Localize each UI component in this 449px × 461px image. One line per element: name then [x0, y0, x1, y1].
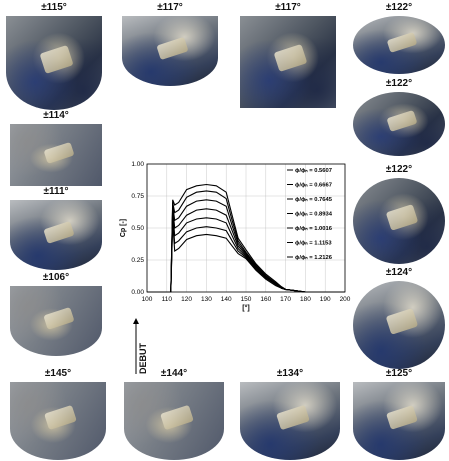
legend-entry: ϕ/ϕₙ = 0.5607	[295, 168, 332, 174]
tile-photo	[10, 286, 102, 356]
tile-angle-label: ±117°	[157, 2, 183, 13]
photo-tile: ±117°	[122, 2, 218, 86]
tile-photo	[353, 178, 445, 264]
tile-photo	[122, 16, 218, 86]
legend-entry: ϕ/ϕₙ = 0.8934	[295, 212, 333, 218]
tile-angle-label: ±122°	[385, 2, 413, 13]
tile-angle-label: ±114°	[43, 110, 69, 121]
x-tick-label: 150	[241, 296, 252, 303]
tile-angle-label: ±106°	[42, 272, 70, 283]
tile-angle-label: ±122°	[385, 78, 413, 89]
y-tick-label: 0.25	[131, 257, 144, 264]
chart-legend: ϕ/ϕₙ = 0.5607 ϕ/ϕₙ = 0.6667 ϕ/ϕₙ = 0.7645 ϕ…	[287, 168, 333, 261]
tile-photo	[10, 200, 102, 270]
x-tick-label: 100	[142, 296, 153, 303]
photo-tile: ±134°	[240, 368, 340, 460]
chart-series	[147, 183, 345, 293]
photo-tile: ±114°	[10, 110, 102, 186]
legend-entry: ϕ/ϕₙ = 0.7645	[295, 197, 333, 203]
tile-angle-label: ±124°	[385, 267, 413, 278]
photo-tile: ±122°	[353, 78, 445, 156]
x-tick-label: 180	[300, 296, 311, 303]
photo-tile: ±111°	[10, 186, 102, 270]
debut-arrow-icon	[133, 318, 139, 374]
tile-angle-label: ±144°	[160, 368, 188, 379]
plot-frame	[146, 163, 346, 293]
tile-photo	[240, 382, 340, 460]
series-line	[147, 222, 345, 293]
tile-photo	[10, 382, 106, 460]
tile-angle-label: ±111°	[43, 186, 69, 197]
tile-angle-label: ±145°	[44, 368, 72, 379]
legend-entry: ϕ/ϕₙ = 0.6667	[295, 183, 332, 189]
x-tick-label: 140	[221, 296, 232, 303]
tile-photo	[353, 92, 445, 156]
y-tick-label: 0.50	[131, 225, 144, 232]
x-axis-label: [°]	[242, 304, 249, 312]
x-tick-label: 130	[201, 296, 212, 303]
photo-tile: ±106°	[10, 272, 102, 356]
legend-entry: ϕ/ϕₙ = 1.1153	[295, 241, 332, 247]
x-tick-label: 120	[181, 296, 192, 303]
tile-photo	[10, 124, 102, 186]
tile-angle-label: ±134°	[276, 368, 304, 379]
x-tick-label: 200	[340, 296, 351, 303]
tile-angle-label: ±122°	[385, 164, 413, 175]
tile-photo	[353, 281, 445, 369]
tile-angle-label: ±117°	[275, 2, 301, 13]
legend-entry: ϕ/ϕₙ = 1.2126	[295, 255, 333, 261]
y-axis-label: Cp [-]	[120, 219, 127, 237]
x-tick-label: 110	[162, 296, 173, 303]
photo-tile: ±144°	[124, 368, 224, 460]
x-tick-label: 170	[280, 296, 291, 303]
x-tick-label: 160	[260, 296, 271, 303]
tile-photo	[6, 16, 102, 110]
tile-photo	[124, 382, 224, 460]
chart-ticks: 100 110 120 130 140 150 160 170 180 190 200 0.00 0.2…	[131, 161, 350, 303]
debut-label: DEBUT	[138, 343, 148, 374]
tile-angle-label: ±125°	[385, 368, 413, 379]
x-tick-label: 190	[320, 296, 331, 303]
photo-tile: ±117°	[240, 2, 336, 108]
y-tick-label: 1.00	[131, 161, 144, 168]
tile-photo	[353, 382, 445, 460]
cp-chart: 100 110 120 130 140 150 160 170 180 190 200 0.00 0.2…	[120, 161, 351, 312]
photo-tile: ±122°	[353, 164, 445, 264]
tile-photo	[353, 16, 445, 74]
y-tick-label: 0.75	[131, 193, 144, 200]
legend-entry: ϕ/ϕₙ = 1.0016	[295, 226, 333, 232]
photo-tile: ±115°	[6, 2, 102, 110]
photo-tile: ±122°	[353, 2, 445, 74]
photo-tile: ±145°	[10, 368, 106, 460]
photo-tile: ±124°	[353, 267, 445, 369]
y-tick-label: 0.00	[131, 289, 144, 296]
tile-angle-label: ±115°	[41, 2, 67, 13]
tile-photo	[240, 16, 336, 108]
photo-tile: ±125°	[353, 368, 445, 460]
